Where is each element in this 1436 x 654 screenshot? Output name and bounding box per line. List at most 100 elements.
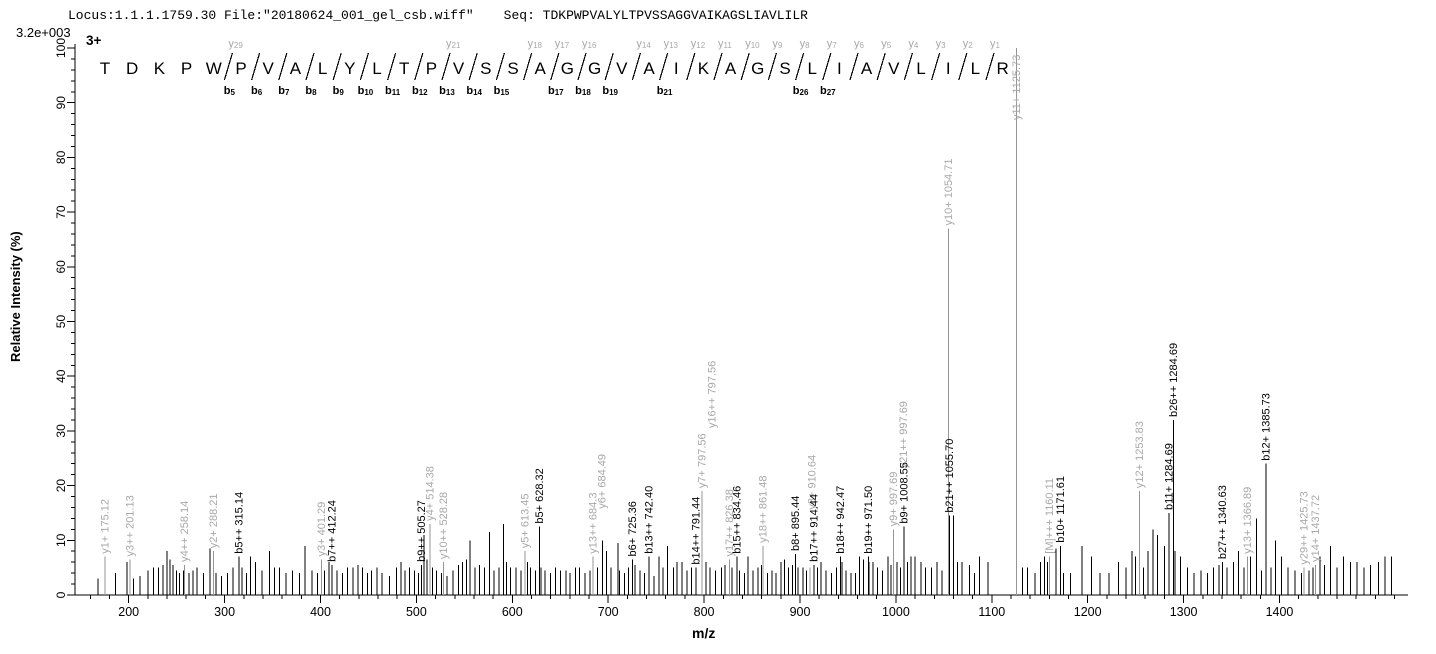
fragment-divider (903, 52, 913, 81)
x-tick-label: 800 (694, 605, 715, 619)
fragment-divider (223, 52, 233, 81)
peak-label: y12+ 1253.83 (1134, 421, 1146, 488)
fragment-divider (523, 52, 533, 81)
sequence-residue: A (643, 59, 655, 78)
fragment-divider (931, 52, 941, 81)
y-ion-marker: y4 (908, 38, 919, 50)
sequence-residue: P (235, 59, 246, 78)
fragment-divider (686, 52, 696, 81)
y-tick-label: 70 (54, 205, 68, 219)
fragment-divider (577, 52, 587, 81)
b-ion-marker: b5 (224, 85, 236, 97)
y-tick-label: 20 (54, 479, 68, 493)
fragment-divider (387, 52, 397, 81)
b-ion-marker: b12 (412, 85, 428, 97)
sequence-residue: S (507, 59, 518, 78)
sequence-residue: W (206, 59, 222, 78)
fragment-divider (767, 52, 777, 81)
sequence-residue: G (588, 59, 601, 78)
b-ion-marker: b27 (820, 85, 836, 97)
y-ion-marker: y29 (228, 38, 243, 50)
sequence-residue: L (318, 59, 327, 78)
peak-label: b17++ 914.44 (808, 494, 820, 562)
peak-label: b15++ 834.46 (732, 486, 744, 554)
sequence-residue: K (698, 59, 710, 78)
peak-label: b5+ 628.32 (534, 468, 546, 523)
y-tick-label: 80 (54, 150, 68, 164)
y-ion-marker: y13 (664, 38, 679, 50)
peak-label: y3+ 401.29 (316, 502, 328, 557)
sequence-residue: S (480, 59, 491, 78)
x-tick-label: 500 (406, 605, 427, 619)
sequence-residue: P (181, 59, 192, 78)
peak-label: [M]+++ 1160.11 (1044, 478, 1056, 554)
fragment-divider (631, 52, 641, 81)
peak-label: y11+ 1125.73 (1011, 55, 1023, 120)
x-tick-label: 700 (598, 605, 619, 619)
peak-label: y10++ 528.28 (438, 492, 450, 559)
peak-label: b5++ 315.14 (234, 492, 246, 554)
b-ion-marker: b11 (385, 85, 401, 97)
y-ion-marker: y1 (990, 38, 1001, 50)
fragment-divider (332, 52, 342, 81)
b-ion-marker: b18 (575, 85, 591, 97)
sequence-residue: D (126, 59, 138, 78)
peak-label: y3++ 201.13 (124, 495, 136, 556)
y-ion-marker: y2 (963, 38, 974, 50)
peak-label: b27++ 1340.63 (1217, 485, 1229, 559)
y-ion-marker: y21 (446, 38, 461, 50)
header: Locus:1.1.1.1759.30 File:"20180624_001_g… (68, 8, 808, 23)
x-tick-label: 1200 (1074, 605, 1102, 619)
y-tick-label: 30 (54, 424, 68, 438)
x-tick-label: 1300 (1170, 605, 1198, 619)
sequence-residue: T (100, 59, 110, 78)
peak-label: y18++ 861.48 (758, 475, 770, 542)
sequence-residue: G (561, 59, 574, 78)
y-ion-marker: y3 (936, 38, 947, 50)
x-tick-label: 1400 (1266, 605, 1294, 619)
peak-label: y13++ 684.3 (588, 493, 600, 554)
precursor-charge-label: 3+ (86, 33, 102, 48)
peak-label: y21++ 997.69 (898, 401, 910, 468)
sequence-text: Seq: TDKPWPVALYLTPVSSAGGVAIKAGSLIAVLILR (503, 8, 808, 23)
sequence-residue: L (372, 59, 381, 78)
y-ion-marker: y8 (800, 38, 811, 50)
peak-label: y8+ 910.64 (807, 455, 819, 510)
fragment-divider (550, 52, 560, 81)
b-ion-marker: b6 (251, 85, 263, 97)
b-ion-marker: b17 (548, 85, 564, 97)
sequence-residue: L (807, 59, 816, 78)
peak-label: b13++ 742.40 (643, 486, 655, 554)
fragment-divider (958, 52, 968, 81)
peak-label: y5+ 613.45 (520, 493, 532, 548)
b-ion-marker: b21 (657, 85, 673, 97)
y-tick-label: 60 (54, 260, 68, 274)
b-ion-marker: b7 (278, 85, 290, 97)
fragment-divider (849, 52, 859, 81)
b-ion-marker: b19 (602, 85, 618, 97)
x-tick-label: 1100 (978, 605, 1005, 619)
peak-label: y9+ 997.69 (888, 472, 900, 527)
y-ion-marker: y5 (881, 38, 892, 50)
y-ion-marker: y12 (691, 38, 706, 50)
intensity-scale-label: 3.2e+003 (16, 25, 71, 40)
sequence-residue: P (426, 59, 437, 78)
peak-label: y16++ 797.56 (706, 361, 718, 428)
y-ion-marker: y14 (636, 38, 651, 50)
fragment-divider (251, 52, 261, 81)
fragment-divider (740, 52, 750, 81)
fragment-divider (822, 52, 832, 81)
fragment-divider (659, 52, 669, 81)
x-tick-label: 200 (118, 605, 139, 619)
peak-label: y6+ 684.49 (597, 454, 609, 509)
peak-label: y7+ 797.56 (696, 433, 708, 488)
y-ion-marker: y18 (528, 38, 543, 50)
peak-label: b9++ 505.27 (416, 500, 428, 562)
b-ion-marker: b15 (494, 85, 510, 97)
fragment-divider (414, 52, 424, 81)
sequence-residue: V (888, 59, 900, 78)
b-ion-marker: b9 (333, 85, 345, 97)
peak-label: y1+ 175.12 (99, 499, 111, 554)
sequence-residue: V (453, 59, 465, 78)
b-ion-marker: b26 (793, 85, 809, 97)
